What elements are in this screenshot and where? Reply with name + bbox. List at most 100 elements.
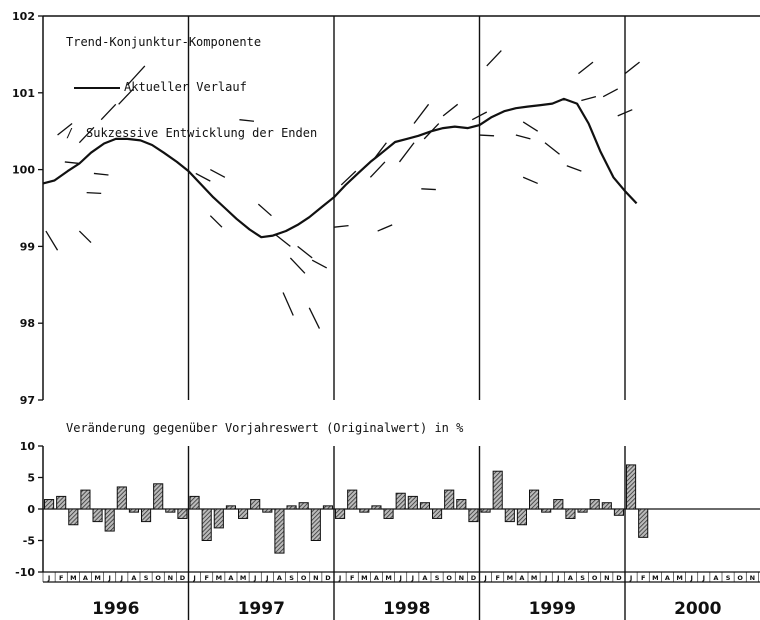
change-y-tick-label: 10 <box>20 440 36 453</box>
month-label: F <box>495 574 499 582</box>
change-bar <box>238 508 249 519</box>
month-label: J <box>107 574 110 582</box>
change-bar <box>371 505 382 510</box>
change-bar <box>492 470 503 510</box>
trend-y-tick-label: 98 <box>20 317 35 330</box>
successive-end-segment <box>471 111 488 121</box>
successive-end-segment <box>275 234 291 247</box>
legend-dash-label: Sukzessive Entwicklung der Enden <box>86 126 317 140</box>
change-bar <box>456 499 467 510</box>
month-label: J <box>544 574 547 582</box>
successive-end-segment <box>340 170 357 186</box>
change-bar <box>322 505 333 510</box>
change-bar <box>613 508 624 516</box>
month-label: J <box>556 574 559 582</box>
month-label: D <box>616 574 622 582</box>
change-y-tick-label: -5 <box>23 535 35 548</box>
successive-end-segment <box>100 103 117 121</box>
month-label: J <box>253 574 256 582</box>
month-label: M <box>216 574 222 582</box>
successive-end-segment <box>377 224 393 232</box>
trend-year-dividers <box>187 16 626 400</box>
successive-end-segment <box>297 245 313 259</box>
month-label: J <box>120 574 123 582</box>
successive-end-segment <box>57 123 73 136</box>
change-bar <box>383 508 394 519</box>
successive-end-segment <box>398 142 415 163</box>
month-label: N <box>750 574 755 582</box>
month-label: S <box>144 574 149 582</box>
legend-line-label: Aktueller Verlauf <box>124 80 247 94</box>
change-bar <box>310 508 321 541</box>
change-bar <box>468 508 479 523</box>
month-label: A <box>665 574 670 582</box>
month-label: M <box>94 574 100 582</box>
month-label: O <box>737 574 743 582</box>
change-bar <box>141 508 152 523</box>
successive-end-segment <box>126 65 146 86</box>
change-bar <box>274 508 285 554</box>
month-label: N <box>459 574 464 582</box>
successive-end-segment <box>442 103 459 117</box>
legend-dash-symbol: / <box>66 126 73 140</box>
change-y-ticks: -10 -5 0 5 10 <box>15 440 43 579</box>
change-bar <box>407 495 418 510</box>
change-bar <box>529 489 540 510</box>
year-label: 2000 <box>674 599 721 619</box>
month-label: F <box>350 574 354 582</box>
successive-end-segment <box>239 119 255 122</box>
trend-y-ticks: 97 98 99 100 101 102 <box>12 10 43 407</box>
change-bar <box>68 508 79 526</box>
successive-end-segment <box>209 215 223 228</box>
change-bar <box>80 489 91 510</box>
trend-y-tick-label: 100 <box>12 164 35 177</box>
trend-y-tick-label: 102 <box>12 10 35 23</box>
month-label: D <box>471 574 477 582</box>
change-bar <box>480 508 491 513</box>
month-label: S <box>289 574 294 582</box>
month-label: J <box>629 574 632 582</box>
current-trend-line <box>42 97 638 239</box>
successive-end-segment <box>413 103 430 124</box>
change-bar <box>189 495 200 510</box>
change-bar <box>541 508 552 513</box>
month-label: N <box>604 574 609 582</box>
change-bars <box>44 464 649 554</box>
successive-end-segment <box>311 259 328 269</box>
trend-chart: 97 98 99 100 101 102 Trend-Konjunktur-Kompone… <box>12 10 760 407</box>
month-label: F <box>204 574 208 582</box>
successive-end-segment <box>617 109 633 117</box>
month-label: N <box>168 574 173 582</box>
month-label: S <box>435 574 440 582</box>
successive-end-segment <box>118 88 134 105</box>
change-bar <box>250 499 261 510</box>
month-label: M <box>652 574 658 582</box>
successive-end-segment <box>333 225 349 228</box>
month-label: J <box>265 574 268 582</box>
trend-y-tick-label: 101 <box>12 87 35 100</box>
change-bar <box>116 486 127 510</box>
trend-chart-title: Trend-Konjunktur-Komponente <box>66 35 261 49</box>
month-label: J <box>702 574 705 582</box>
successive-end-segment <box>578 61 594 75</box>
month-label: A <box>228 574 233 582</box>
change-bar <box>589 499 600 510</box>
change-bar <box>104 508 115 532</box>
successive-end-segment <box>257 203 272 217</box>
month-label: F <box>641 574 645 582</box>
change-bar <box>128 508 139 513</box>
month-label: O <box>446 574 452 582</box>
month-label: S <box>580 574 585 582</box>
change-bar <box>262 508 273 513</box>
change-bar <box>92 508 103 523</box>
change-bar <box>638 508 649 538</box>
successive-end-segment <box>369 161 386 178</box>
change-bar <box>347 489 358 510</box>
change-chart-title: Veränderung gegenüber Vorjahreswert (Ori… <box>66 421 464 435</box>
successive-end-segment <box>486 50 502 67</box>
successive-end-segment <box>282 292 294 316</box>
successive-end-segment <box>210 169 226 178</box>
change-chart: Veränderung gegenüber Vorjahreswert (Ori… <box>15 421 760 620</box>
successive-end-segment <box>64 161 80 165</box>
